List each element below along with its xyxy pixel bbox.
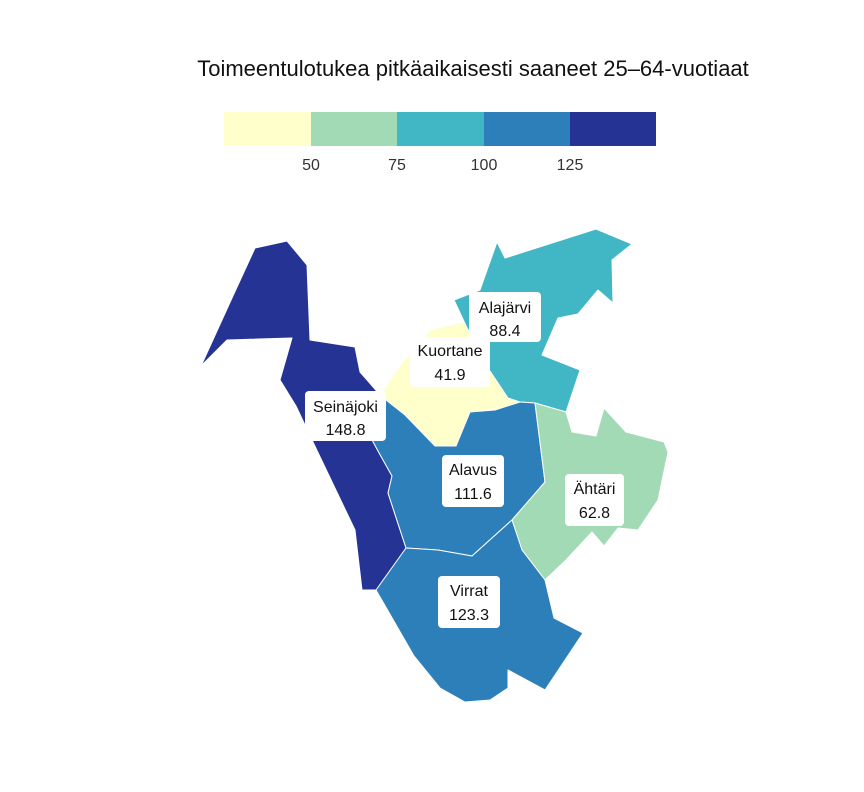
label-ahtari-name: Ähtäri bbox=[574, 480, 616, 498]
legend-tick-100: 100 bbox=[471, 157, 498, 174]
label-kuortane-value: 41.9 bbox=[434, 367, 465, 384]
label-alajarvi: Alajärvi 88.4 bbox=[469, 292, 541, 342]
chart-title: Toimeentulotukea pitkäaikaisesti saaneet… bbox=[197, 56, 749, 81]
label-alajarvi-value: 88.4 bbox=[489, 323, 520, 340]
label-ahtari-value: 62.8 bbox=[579, 505, 610, 522]
label-seinajoki-value: 148.8 bbox=[325, 422, 365, 439]
label-seinajoki-name: Seinäjoki bbox=[313, 399, 378, 416]
label-virrat-value: 123.3 bbox=[449, 607, 489, 624]
label-alajarvi-name: Alajärvi bbox=[479, 300, 531, 317]
legend-tick-50: 50 bbox=[302, 157, 320, 174]
legend-swatch-5 bbox=[570, 112, 656, 146]
label-virrat-name: Virrat bbox=[450, 583, 488, 600]
label-kuortane: Kuortane 41.9 bbox=[410, 337, 490, 387]
legend-swatch-1 bbox=[224, 112, 311, 146]
label-seinajoki: Seinäjoki 148.8 bbox=[305, 391, 386, 441]
label-alavus-value: 111.6 bbox=[454, 486, 492, 503]
label-alavus-name: Alavus bbox=[449, 462, 497, 479]
region-labels: Seinäjoki 148.8 Alajärvi 88.4 Kuortane 4… bbox=[305, 292, 624, 628]
legend-tick-75: 75 bbox=[388, 157, 406, 174]
label-virrat: Virrat 123.3 bbox=[438, 576, 500, 628]
label-alavus: Alavus 111.6 bbox=[442, 455, 504, 507]
map-regions bbox=[200, 228, 669, 703]
legend-swatch-3 bbox=[397, 112, 484, 146]
label-kuortane-name: Kuortane bbox=[418, 343, 483, 360]
label-ahtari: Ähtäri 62.8 bbox=[565, 474, 624, 526]
legend-swatch-4 bbox=[484, 112, 570, 146]
region-alajarvi[interactable] bbox=[453, 228, 633, 413]
color-legend: 50 75 100 125 bbox=[224, 112, 656, 174]
legend-swatch-2 bbox=[311, 112, 397, 146]
legend-tick-125: 125 bbox=[557, 157, 584, 174]
